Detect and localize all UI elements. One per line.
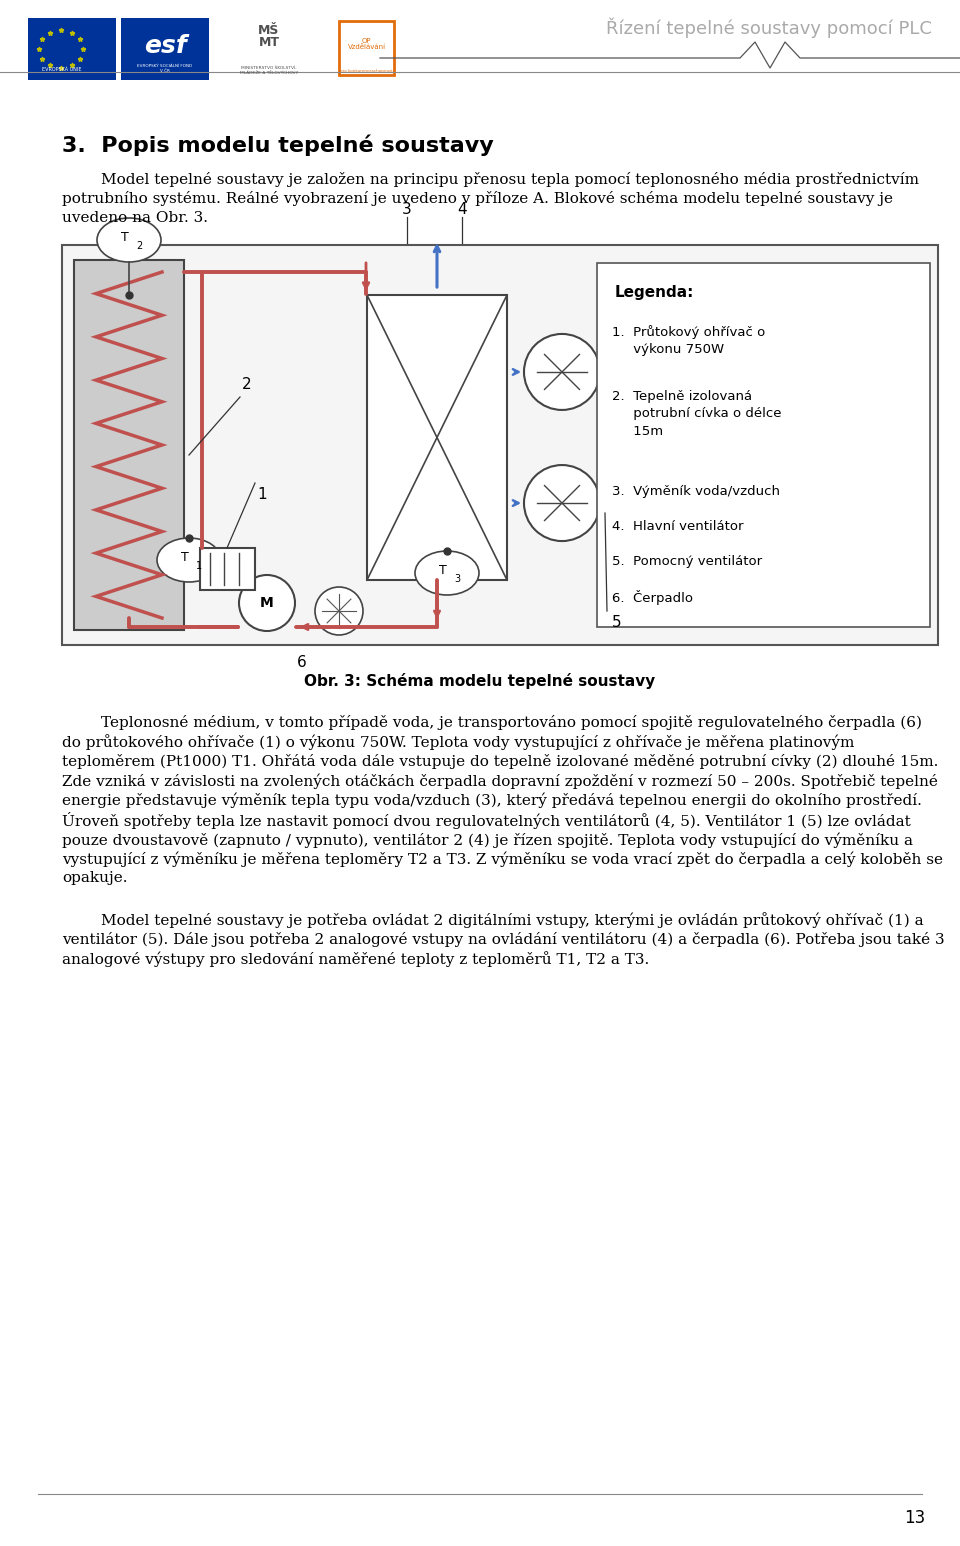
Text: 2.  Tepelně izolovaná
     potrubní cívka o délce
     15m: 2. Tepelně izolovaná potrubní cívka o dé…: [612, 390, 781, 438]
Text: OP
Vzdělávání: OP Vzdělávání: [348, 37, 386, 51]
Text: Úroveň spotřeby tepla lze nastavit pomocí dvou regulovatelných ventilátorů (4, 5: Úroveň spotřeby tepla lze nastavit pomoc…: [62, 813, 911, 830]
Text: esf: esf: [144, 34, 186, 57]
Text: 6.  Čerpadlo: 6. Čerpadlo: [612, 591, 693, 604]
Bar: [74, 260, 184, 631]
Text: Teplonosné médium, v tomto případě voda, je transportováno pomocí spojitě regulo: Teplonosné médium, v tomto případě voda,…: [62, 714, 922, 730]
Text: T: T: [439, 564, 446, 578]
Text: MŠ
MT: MŠ MT: [258, 25, 279, 49]
Bar: [28, 19, 116, 80]
Bar: [121, 19, 209, 80]
Text: analogové výstupy pro sledování naměřené teploty z teploměrů T1, T2 a T3.: analogové výstupy pro sledování naměřené…: [62, 951, 649, 968]
Text: Legenda:: Legenda:: [615, 284, 694, 300]
Circle shape: [315, 587, 363, 635]
Text: opakuje.: opakuje.: [62, 870, 128, 884]
Text: 3.  Výměník voda/vzduch: 3. Výměník voda/vzduch: [612, 485, 780, 498]
Text: potrubního systému. Reálné vyobrazení je uvedeno v příloze A. Blokové schéma mod: potrubního systému. Reálné vyobrazení je…: [62, 192, 893, 207]
Text: pouze dvoustavově (zapnuto / vypnuto), ventilátor 2 (4) je řízen spojitě. Teplot: pouze dvoustavově (zapnuto / vypnuto), v…: [62, 832, 913, 847]
Text: 3: 3: [402, 203, 412, 216]
Text: Obr. 3: Schéma modelu tepelné soustavy: Obr. 3: Schéma modelu tepelné soustavy: [304, 673, 656, 690]
Text: 1: 1: [257, 487, 267, 502]
Text: do průtokového ohřívače (1) o výkonu 750W. Teplota vody vystupující z ohřívače j: do průtokového ohřívače (1) o výkonu 750…: [62, 734, 854, 750]
Text: 1.  Průtokový ohřívač o
     výkonu 750W: 1. Průtokový ohřívač o výkonu 750W: [612, 325, 765, 357]
Text: MINISTERSTVO ŠKOLSTVÍ,
MLÁDEŽE A TĚLOVÝCHOVY: MINISTERSTVO ŠKOLSTVÍ, MLÁDEŽE A TĚLOVÝC…: [240, 66, 298, 76]
Text: Řízení tepelné soustavy pomocí PLC: Řízení tepelné soustavy pomocí PLC: [606, 17, 932, 39]
Ellipse shape: [97, 218, 161, 261]
Text: M: M: [260, 597, 274, 611]
Text: 6: 6: [298, 656, 307, 671]
Bar: [597, 263, 930, 628]
Text: ventilátor (5). Dále jsou potřeba 2 analogové vstupy na ovládání ventilátoru (4): ventilátor (5). Dále jsou potřeba 2 anal…: [62, 932, 945, 948]
Bar: [200, 547, 254, 591]
Text: 13: 13: [904, 1509, 925, 1527]
Ellipse shape: [157, 538, 221, 581]
Text: pro konkurenceschopnost: pro konkurenceschopnost: [340, 70, 393, 73]
Text: Zde vzniká v závislosti na zvolených otáčkách čerpadla dopravní zpoždění v rozme: Zde vzniká v závislosti na zvolených otá…: [62, 773, 938, 788]
Bar: [62, 244, 938, 645]
Text: EVROPSKÁ UNIE: EVROPSKÁ UNIE: [41, 66, 82, 73]
Text: vystupující z výměníku je měřena teploměry T2 a T3. Z výměníku se voda vrací zpě: vystupující z výměníku je měřena teplomě…: [62, 852, 943, 867]
Text: 3: 3: [454, 574, 460, 584]
Text: T: T: [181, 552, 189, 564]
Text: 2: 2: [242, 377, 252, 393]
Text: teploměrem (Pt1000) T1. Ohřátá voda dále vstupuje do tepelně izolované měděné po: teploměrem (Pt1000) T1. Ohřátá voda dále…: [62, 754, 938, 768]
Text: 2: 2: [136, 241, 142, 250]
Text: T: T: [121, 232, 129, 244]
Text: Model tepelné soustavy je potřeba ovládat 2 digitálními vstupy, kterými je ovlád: Model tepelné soustavy je potřeba ovláda…: [62, 912, 924, 929]
Text: 4.  Hlavní ventilátor: 4. Hlavní ventilátor: [612, 519, 743, 533]
Text: 4: 4: [457, 203, 467, 216]
Text: 5: 5: [612, 615, 622, 631]
Text: energie představuje výměník tepla typu voda/vzduch (3), který předává tepelnou e: energie představuje výměník tepla typu v…: [62, 793, 922, 809]
Ellipse shape: [415, 550, 479, 595]
Bar: [367, 295, 507, 580]
Text: 5.  Pomocný ventilátor: 5. Pomocný ventilátor: [612, 555, 762, 567]
Text: 3.  Popis modelu tepelné soustavy: 3. Popis modelu tepelné soustavy: [62, 135, 493, 156]
Bar: [339, 22, 394, 76]
Text: Model tepelné soustavy je založen na principu přenosu tepla pomocí teplonosného : Model tepelné soustavy je založen na pri…: [62, 172, 919, 187]
Circle shape: [524, 334, 600, 410]
Text: EVROPSKÝ SOCIÁLNÍ FOND
V ČR: EVROPSKÝ SOCIÁLNÍ FOND V ČR: [137, 65, 193, 73]
Circle shape: [524, 465, 600, 541]
Text: uvedeno na Obr. 3.: uvedeno na Obr. 3.: [62, 210, 208, 226]
Circle shape: [239, 575, 295, 631]
Text: 1: 1: [196, 561, 202, 570]
